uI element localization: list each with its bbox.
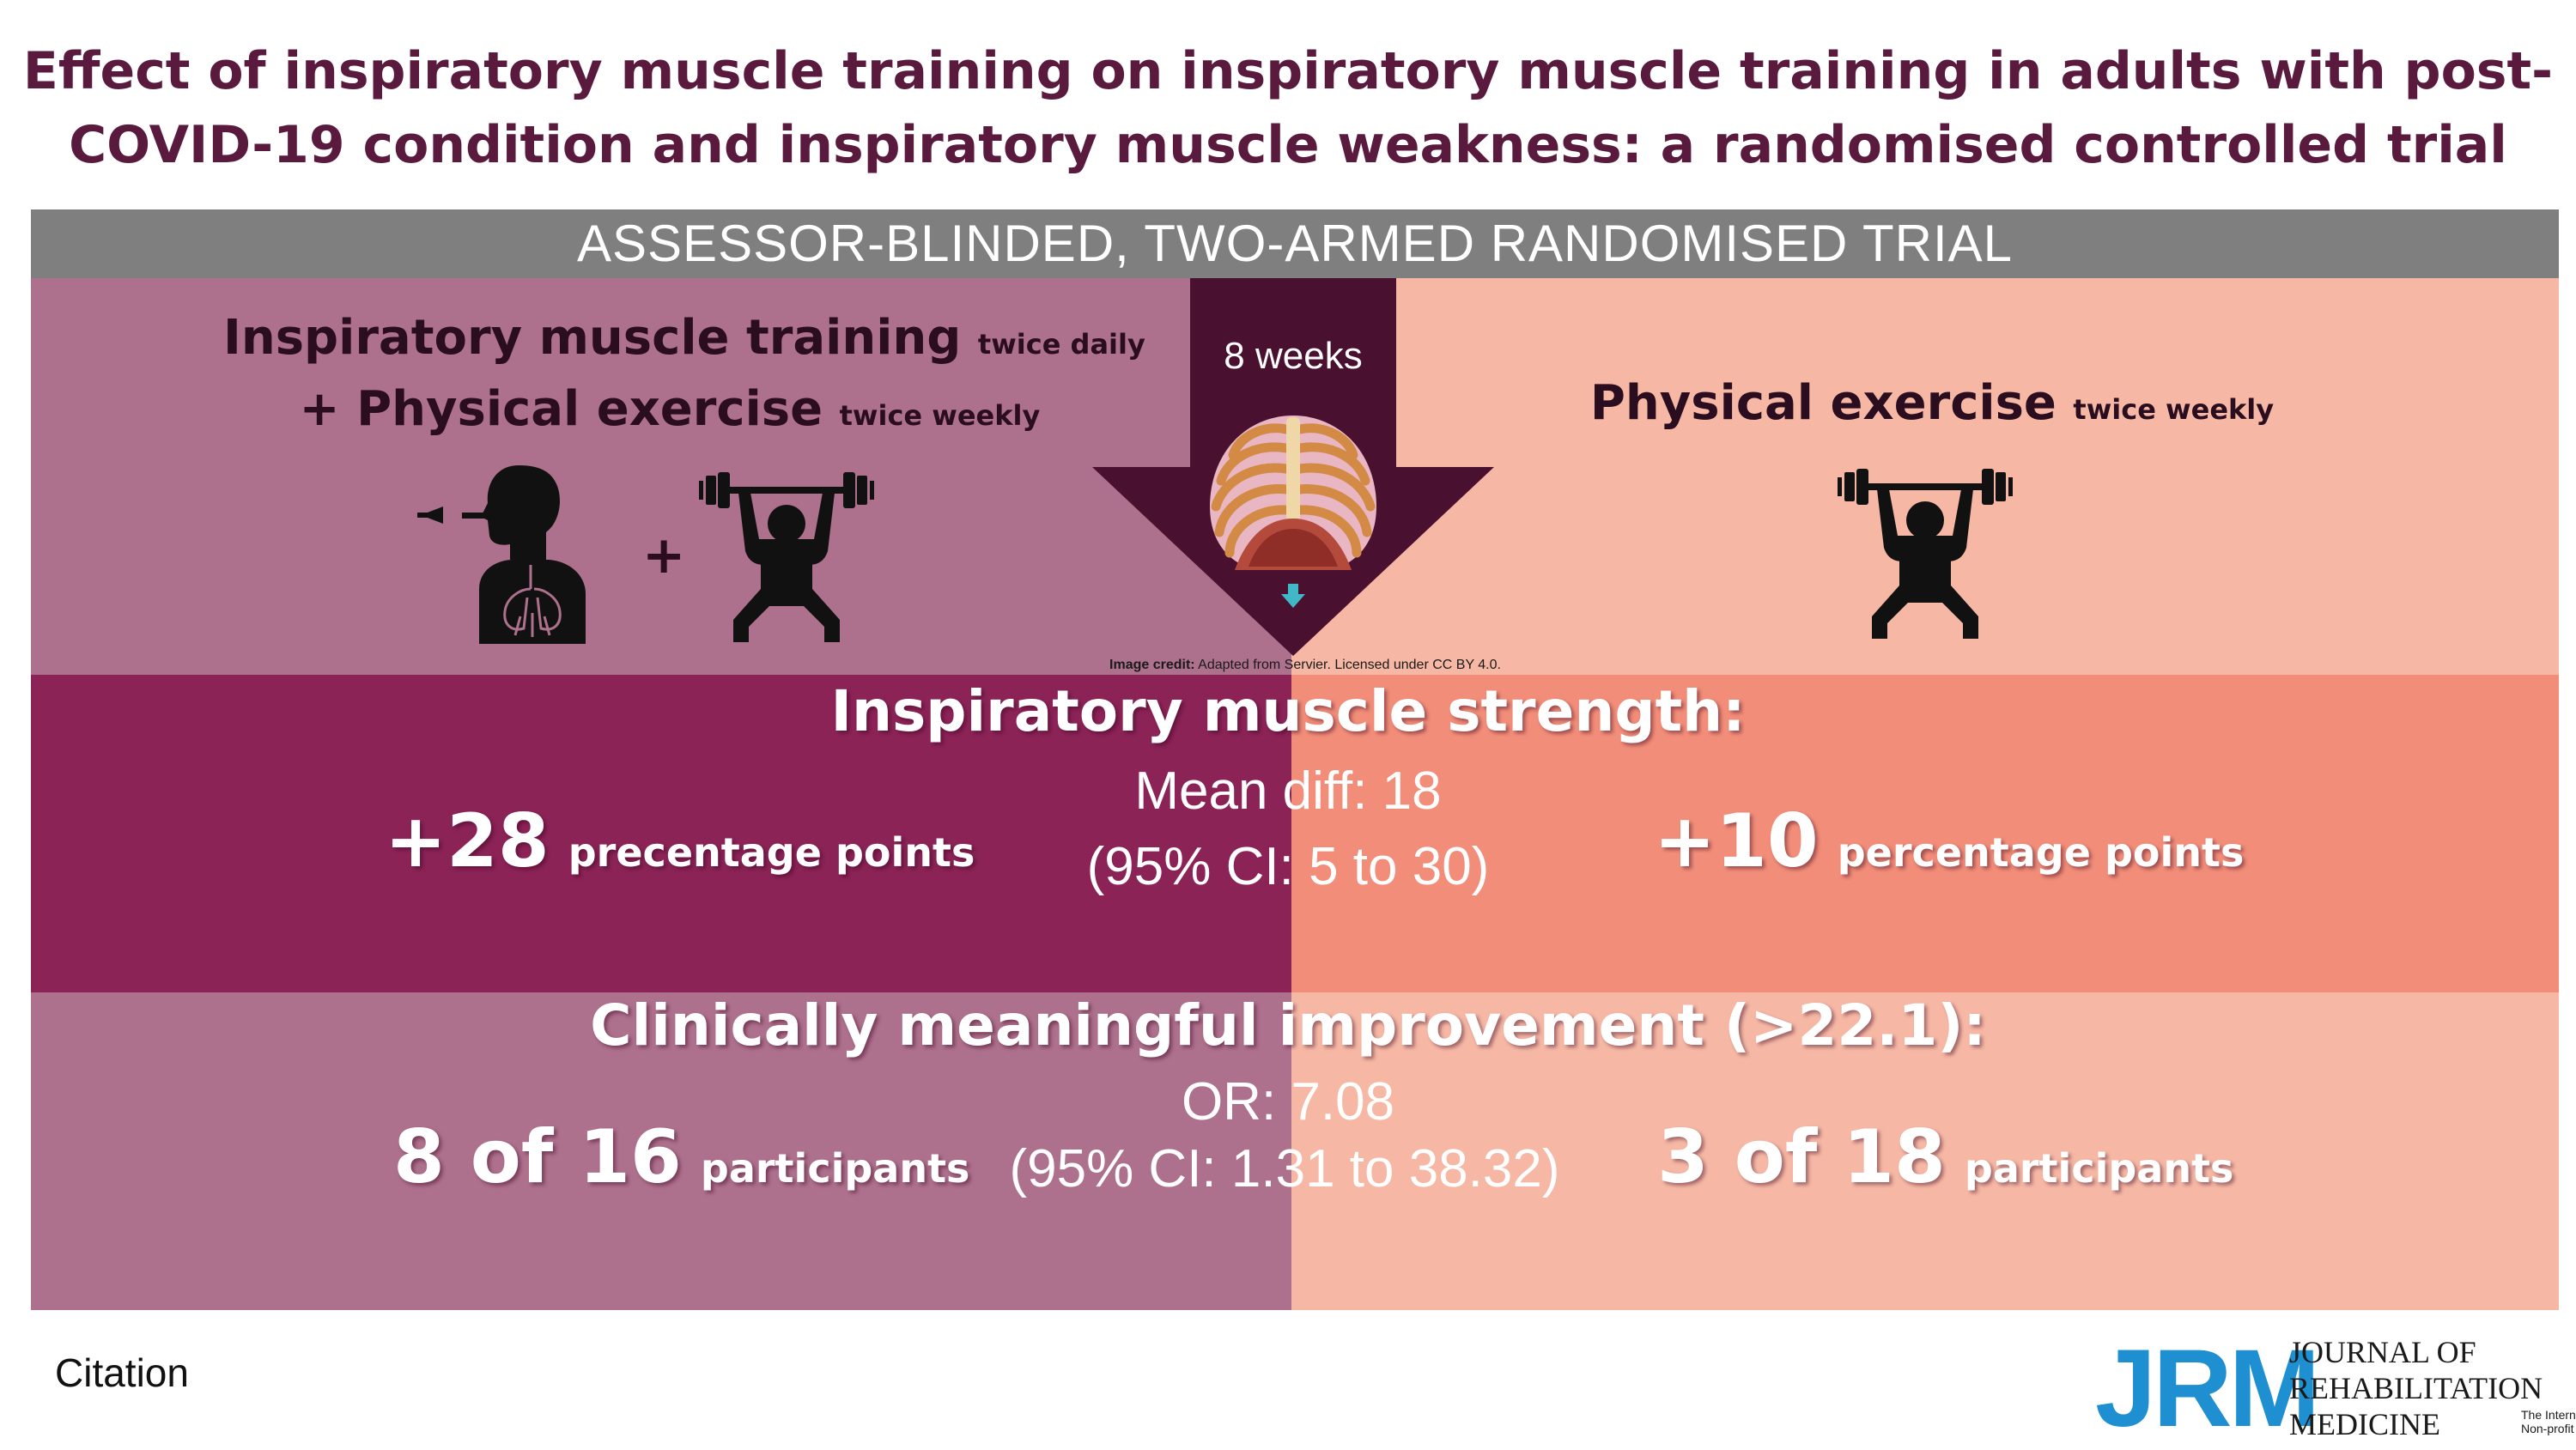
strength-ci: (95% CI: 5 to 30)	[1086, 837, 1490, 896]
intervention-arm-label: Inspiratory muscle training twice daily …	[223, 306, 1145, 448]
journal-name-line-1: JOURNAL OF	[2289, 1335, 2476, 1369]
plus-sign: +	[642, 525, 686, 585]
weightlifter-icon	[699, 472, 874, 642]
journal-abbr: JRM	[2095, 1327, 2320, 1450]
journal-tagline-2: Non-profit Journal	[2521, 1422, 2576, 1435]
down-arrow-icon	[1281, 584, 1305, 608]
control-improvement-result: 3 of 18 participants	[1657, 1114, 2233, 1200]
journal-tagline-1: The International	[2521, 1408, 2576, 1422]
imt-frequency: twice daily	[977, 328, 1145, 361]
control-exercise-label: Physical exercise	[1589, 375, 2057, 431]
control-strength-value: +10	[1654, 798, 1819, 884]
control-improvement-unit: participants	[1964, 1145, 2234, 1192]
image-credit: Image credit: Adapted from Servier. Lice…	[996, 658, 1614, 673]
intervention-strength-value: +28	[385, 798, 550, 884]
journal-name-line-2: REHABILITATION	[2289, 1371, 2543, 1405]
journal-name-line-3: MEDICINE	[2289, 1407, 2440, 1441]
intervention-strength-panel	[31, 675, 1291, 992]
ribcage-diaphragm-icon	[1210, 416, 1376, 570]
control-strength-unit: percentage points	[1837, 829, 2245, 876]
title-line-1: Effect of inspiratory muscle training on…	[22, 41, 2554, 101]
journal-tagline: The International Non-profit Journal	[2521, 1408, 2576, 1435]
control-improvement-panel	[1291, 992, 2559, 1310]
image-credit-text: Adapted from Servier. Licensed under CC …	[1198, 658, 1501, 672]
imt-label: Inspiratory muscle training	[223, 310, 962, 366]
page-title: Effect of inspiratory muscle training on…	[0, 34, 2576, 182]
image-credit-label: Image credit:	[1109, 658, 1195, 672]
improvement-heading: Clinically meaningful improvement (>22.1…	[590, 992, 1986, 1059]
intervention-improvement-panel	[31, 992, 1291, 1310]
intervention-strength-unit: precentage points	[568, 829, 975, 876]
control-exercise-frequency: twice weekly	[2073, 393, 2275, 426]
control-arm-label: Physical exercise twice weekly	[1563, 371, 2301, 442]
control-strength-result: +10 percentage points	[1654, 798, 2244, 884]
improvement-ci: (95% CI: 1.31 to 38.32)	[1009, 1139, 1560, 1198]
intervention-strength-result: +28 precentage points	[385, 798, 975, 884]
breathing-person-icon	[417, 465, 586, 644]
control-strength-panel	[1291, 675, 2559, 992]
weightlifter-icon	[1838, 469, 2013, 639]
exercise-frequency: twice weekly	[839, 399, 1041, 432]
duration-label: 8 weeks	[1224, 335, 1363, 377]
intervention-improvement-result: 8 of 16 participants	[393, 1114, 969, 1200]
control-arm-panel	[1291, 278, 2559, 675]
intervention-improvement-unit: participants	[700, 1145, 970, 1192]
citation-link[interactable]: Citation	[55, 1350, 189, 1395]
intervention-arm-panel	[31, 278, 1291, 675]
exercise-label: + Physical exercise	[299, 381, 823, 437]
duration-arrow-icon	[1092, 278, 1494, 656]
control-improvement-value: 3 of 18	[1657, 1114, 1946, 1200]
intervention-improvement-value: 8 of 16	[393, 1114, 682, 1200]
improvement-or: OR: 7.08	[1181, 1072, 1395, 1131]
trial-design-banner: ASSESSOR-BLINDED, TWO-ARMED RANDOMISED T…	[31, 209, 2559, 278]
strength-heading: Inspiratory muscle strength:	[830, 678, 1746, 744]
strength-mean-diff: Mean diff: 18	[1134, 761, 1442, 821]
title-line-2: COVID-19 condition and inspiratory muscl…	[69, 115, 2507, 175]
